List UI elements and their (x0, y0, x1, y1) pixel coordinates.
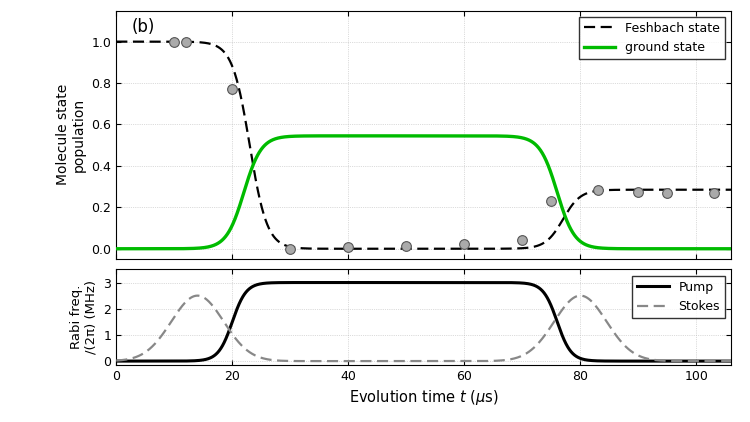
Feshbach state (374, 246, 383, 251)
Pump (112, 359, 121, 364)
Stokes (727, 359, 736, 364)
Stokes (715, 359, 724, 364)
Y-axis label: Molecule state
population: Molecule state population (56, 84, 86, 185)
Y-axis label: Rabi freq.
/(2π) (MHz): Rabi freq. /(2π) (MHz) (70, 280, 98, 354)
Feshbach state (727, 187, 736, 192)
ground state (649, 246, 658, 251)
ground state (727, 246, 736, 251)
Legend: Pump, Stokes: Pump, Stokes (632, 276, 725, 318)
ground state (396, 133, 405, 138)
Line: Pump: Pump (116, 282, 731, 361)
Stokes (182, 299, 191, 304)
Feshbach state (112, 39, 121, 44)
Pump (649, 359, 658, 364)
Stokes (374, 359, 383, 364)
Feshbach state (649, 187, 658, 192)
Pump (182, 358, 191, 363)
X-axis label: Evolution time $t$ ($\mu$s): Evolution time $t$ ($\mu$s) (349, 388, 499, 408)
Feshbach state (715, 187, 724, 192)
Stokes (193, 293, 202, 298)
Stokes (385, 359, 394, 364)
Feshbach state (182, 39, 191, 44)
Line: Feshbach state: Feshbach state (116, 42, 731, 249)
Line: ground state: ground state (116, 136, 731, 249)
Pump (727, 359, 736, 364)
ground state (715, 246, 724, 251)
Stokes (649, 357, 658, 362)
Feshbach state (218, 48, 227, 53)
Feshbach state (407, 246, 416, 251)
Stokes (218, 318, 227, 323)
ground state (374, 133, 383, 138)
Line: Stokes: Stokes (116, 296, 731, 361)
ground state (182, 246, 191, 251)
Pump (347, 280, 356, 285)
Pump (390, 280, 399, 285)
Text: (b): (b) (132, 18, 155, 36)
ground state (218, 237, 227, 242)
Pump (218, 342, 227, 347)
Stokes (348, 359, 357, 364)
ground state (112, 246, 121, 251)
ground state (347, 133, 356, 138)
Stokes (112, 358, 121, 363)
Pump (374, 280, 383, 285)
Pump (715, 359, 724, 364)
Feshbach state (347, 246, 356, 251)
Legend: Feshbach state, ground state: Feshbach state, ground state (579, 17, 725, 59)
